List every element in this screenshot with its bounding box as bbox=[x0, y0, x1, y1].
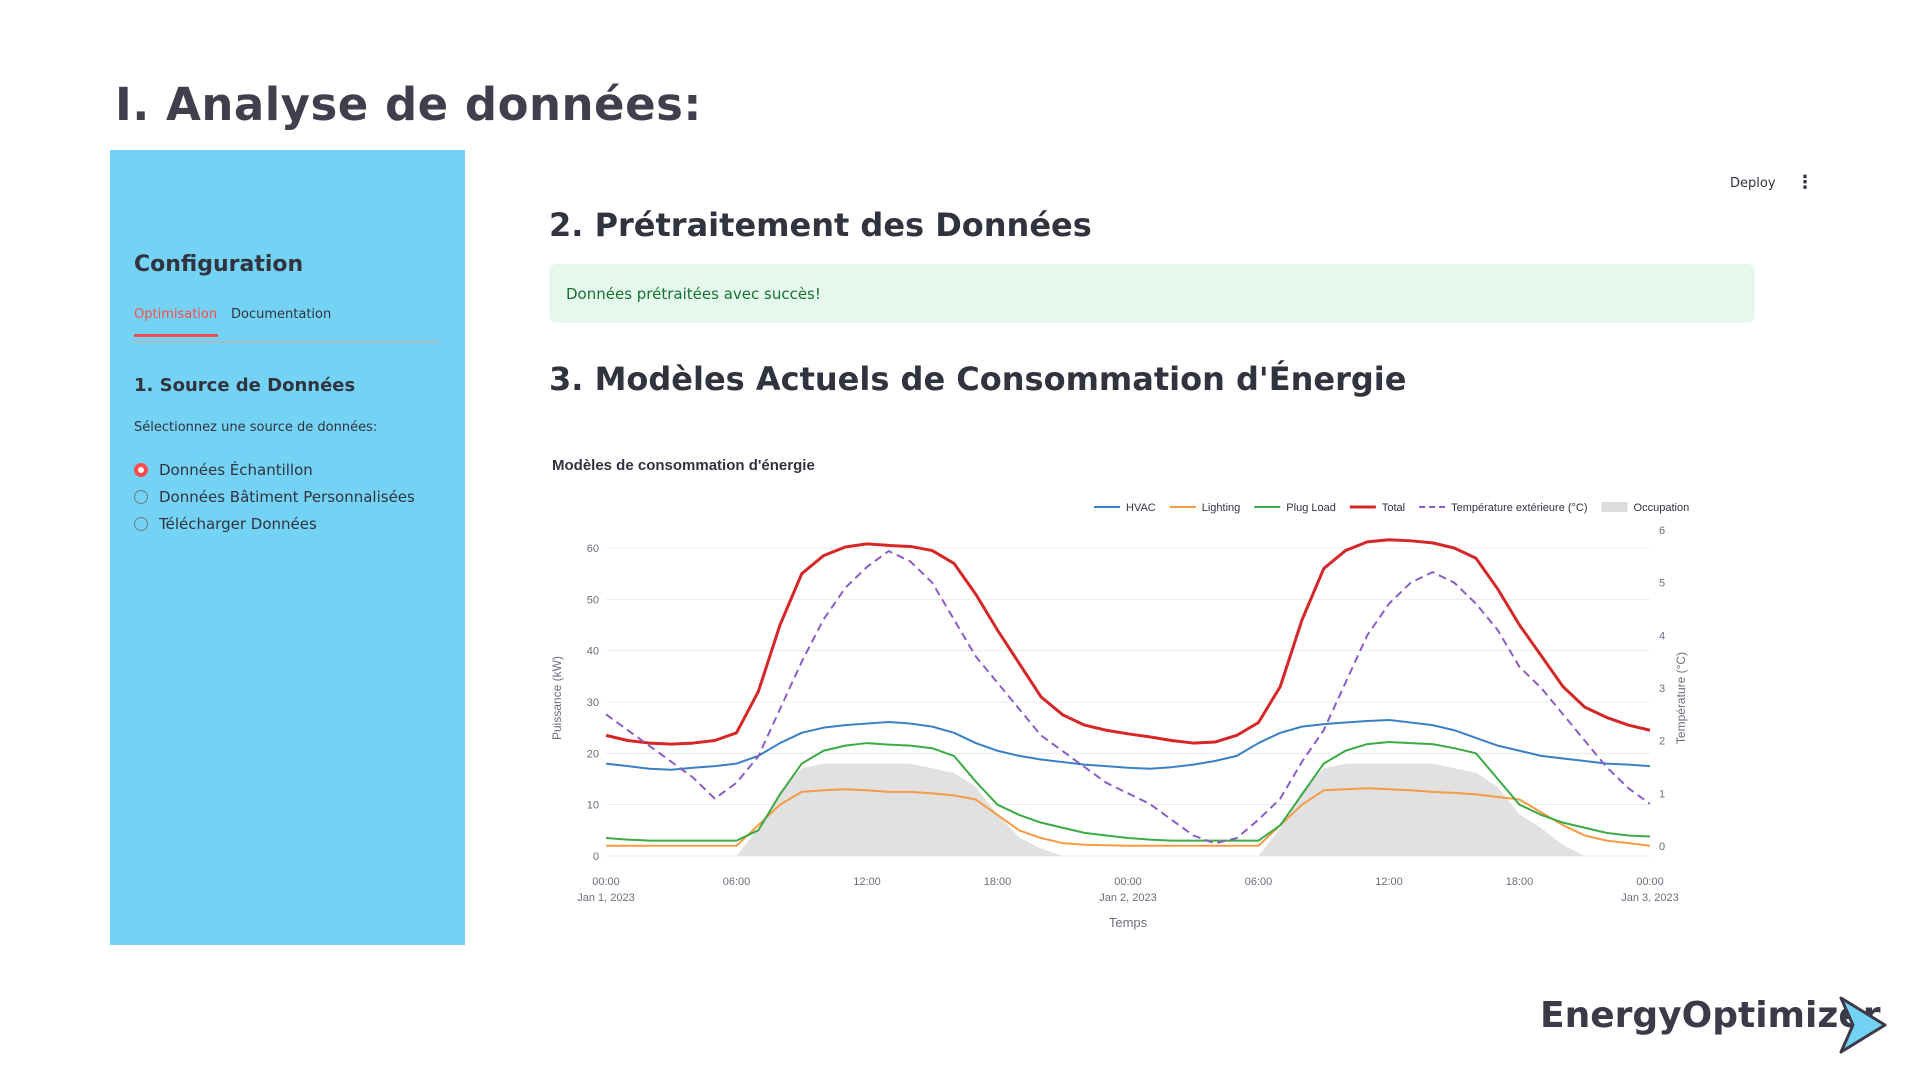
series-line-température bbox=[605, 550, 1651, 845]
series-line-total bbox=[605, 538, 1651, 746]
chart-title: Modèles de consommation d'énergie bbox=[552, 457, 815, 474]
tab-documentation[interactable]: Documentation bbox=[231, 307, 332, 322]
radio-option-custom-building[interactable]: Données Bâtiment Personnalisées bbox=[134, 486, 415, 508]
y-tick-label: 10 bbox=[587, 800, 599, 812]
sidebar-heading: Configuration bbox=[134, 252, 304, 277]
section-3-title: 3. Modèles Actuels de Consommation d'Éne… bbox=[549, 360, 1407, 398]
y2-tick-label: 5 bbox=[1659, 578, 1665, 590]
kebab-menu-icon[interactable]: ⋮ bbox=[1796, 172, 1814, 193]
y-tick-label: 30 bbox=[587, 697, 599, 709]
y2-axis-label: Température (°C) bbox=[1674, 652, 1688, 744]
brand-name: EnergyOptimizer bbox=[1540, 995, 1881, 1036]
x-tick-label: 12:00 bbox=[1375, 876, 1403, 888]
occupancy-area bbox=[606, 763, 1650, 856]
slide-title: I. Analyse de données: bbox=[115, 78, 702, 131]
x-tick-label: 18:00 bbox=[1506, 876, 1534, 888]
x-tick-label: 18:00 bbox=[984, 876, 1012, 888]
legend-label: HVAC bbox=[1126, 502, 1156, 514]
deploy-button[interactable]: Deploy bbox=[1730, 176, 1776, 191]
chevron-arrow-icon bbox=[1839, 996, 1887, 1054]
series-line-plug bbox=[605, 741, 1651, 842]
sidebar-tabs: Optimisation Documentation bbox=[134, 307, 440, 343]
success-alert: Données prétraitées avec succès! bbox=[549, 264, 1755, 323]
legend-label: Occupation bbox=[1634, 502, 1690, 514]
radio-option-label: Données Bâtiment Personnalisées bbox=[159, 488, 415, 506]
data-source-label: Sélectionnez une source de données: bbox=[134, 420, 378, 435]
radio-option-upload[interactable]: Télécharger Données bbox=[134, 513, 317, 535]
radio-option-label: Télécharger Données bbox=[159, 515, 317, 533]
series-line-hvac bbox=[605, 718, 1651, 771]
x-tick-sublabel: Jan 3, 2023 bbox=[1621, 892, 1679, 904]
y-tick-label: 50 bbox=[587, 594, 599, 606]
x-tick-label: 06:00 bbox=[1245, 876, 1273, 888]
y-tick-label: 40 bbox=[587, 646, 599, 658]
x-tick-label: 00:00 bbox=[1636, 876, 1664, 888]
series-line-lighting bbox=[606, 787, 1651, 847]
success-message: Données prétraitées avec succès! bbox=[566, 284, 821, 303]
y-tick-label: 0 bbox=[593, 851, 599, 863]
tab-optimisation[interactable]: Optimisation bbox=[134, 307, 219, 337]
section-2-title: 2. Prétraitement des Données bbox=[549, 206, 1092, 244]
y-tick-label: 60 bbox=[587, 543, 599, 555]
x-tick-label: 06:00 bbox=[723, 876, 751, 888]
y-axis-label: Puissance (kW) bbox=[550, 656, 564, 740]
y2-tick-label: 4 bbox=[1659, 630, 1665, 642]
legend-label: Température extérieure (°C) bbox=[1451, 502, 1587, 514]
radio-selected-icon[interactable] bbox=[134, 463, 148, 477]
energy-chart-svg: Modèles de consommation d'énergie0102030… bbox=[550, 457, 1690, 930]
y2-tick-label: 2 bbox=[1659, 736, 1665, 748]
radio-option-sample[interactable]: Données Échantillon bbox=[134, 459, 313, 481]
y2-tick-label: 6 bbox=[1659, 525, 1665, 537]
radio-unselected-icon[interactable] bbox=[134, 490, 148, 504]
x-tick-sublabel: Jan 1, 2023 bbox=[577, 892, 635, 904]
y-tick-label: 20 bbox=[587, 748, 599, 760]
legend-label: Plug Load bbox=[1286, 502, 1336, 514]
legend-swatch bbox=[1601, 502, 1628, 512]
x-axis-label: Temps bbox=[1109, 915, 1148, 930]
y2-tick-label: 3 bbox=[1659, 683, 1665, 695]
y2-tick-label: 1 bbox=[1659, 788, 1665, 800]
x-tick-label: 00:00 bbox=[592, 876, 620, 888]
legend-label: Lighting bbox=[1202, 502, 1241, 514]
energy-chart: Modèles de consommation d'énergie 0 10 20 30… bbox=[549, 440, 1755, 950]
radio-unselected-icon[interactable] bbox=[134, 517, 148, 531]
x-tick-sublabel: Jan 2, 2023 bbox=[1099, 892, 1157, 904]
x-tick-label: 12:00 bbox=[853, 876, 881, 888]
x-tick-label: 00:00 bbox=[1114, 876, 1142, 888]
radio-option-label: Données Échantillon bbox=[159, 461, 313, 479]
sidebar: Configuration Optimisation Documentation… bbox=[110, 150, 465, 945]
legend-label: Total bbox=[1382, 502, 1405, 514]
y2-tick-label: 0 bbox=[1659, 841, 1665, 853]
data-source-section-title: 1. Source de Données bbox=[134, 375, 356, 396]
